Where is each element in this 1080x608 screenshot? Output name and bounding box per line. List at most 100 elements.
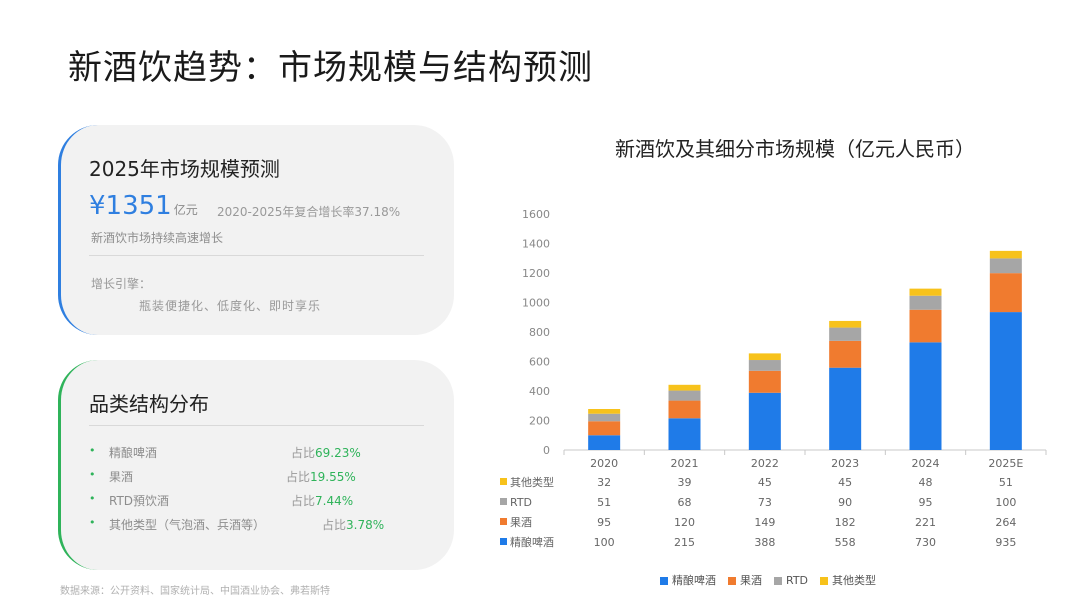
table-legend-swatch (500, 498, 507, 505)
bullet-icon: • (89, 516, 96, 529)
bar-segment (668, 390, 701, 401)
table-cell-value: 935 (995, 536, 1016, 549)
bullet-icon: • (89, 492, 96, 505)
market-size-unit: 亿元 (173, 203, 198, 217)
forecast-card-title: 2025年市场规模预测 (89, 157, 280, 181)
share-percent: 69.23% (315, 446, 361, 460)
table-cell-value: 730 (915, 536, 936, 549)
table-cell-value: 51 (597, 496, 611, 509)
table-cell-value: 120 (674, 516, 695, 529)
table-cell-value: 100 (995, 496, 1016, 509)
growth-driver-text: 瓶装便捷化、低度化、即时享乐 (139, 299, 322, 313)
chart-title: 新酒饮及其细分市场规模（亿元人民币） (615, 137, 975, 161)
legend-label: RTD (786, 574, 809, 587)
legend-item: 精酿啤酒 (660, 572, 716, 588)
table-cell-value: 45 (838, 476, 852, 489)
category-name: 精酿啤酒 (109, 446, 158, 460)
x-tick-label: 2020 (590, 457, 618, 470)
bullet-icon: • (89, 444, 96, 457)
legend-swatch (728, 577, 736, 585)
legend-item: 果酒 (728, 572, 762, 588)
y-tick-label: 1200 (522, 267, 550, 280)
bullet-icon: • (89, 468, 96, 481)
y-tick-label: 200 (529, 415, 550, 428)
legend-label: 其他类型 (832, 574, 877, 587)
table-cell-value: 221 (915, 516, 936, 529)
table-series-name: RTD (510, 496, 532, 509)
market-size-number: ¥1351 (89, 191, 172, 221)
legend-item: 其他类型 (820, 572, 876, 588)
card-divider (89, 255, 424, 256)
stacked-bar-chart: 0 200 400 600 800 1000 1200 1400 1600 2020 2021 202… (500, 208, 1047, 549)
table-cell-value: 95 (597, 516, 611, 529)
bar-segment (668, 400, 701, 419)
table-series-name: 果酒 (510, 516, 532, 529)
y-tick-label: 1000 (522, 297, 550, 310)
bar-segment (588, 413, 621, 422)
table-legend-swatch (500, 518, 507, 525)
table-cell-value: 149 (754, 516, 775, 529)
share-percent: 3.78% (346, 518, 385, 532)
card-divider (89, 425, 424, 426)
legend-item: RTD (774, 574, 808, 587)
bar-segment (668, 384, 701, 391)
share-percent: 19.55% (310, 470, 356, 484)
y-tick-label: 1400 (522, 238, 550, 251)
y-tick-label: 0 (543, 444, 550, 457)
y-tick-label: 1600 (522, 208, 550, 221)
bar-segment (748, 353, 781, 361)
bar-segment (909, 342, 942, 450)
forecast-card: 2025年市场规模预测 ¥1351 亿元 2020-2025年复合增长率37.18… (58, 125, 454, 335)
legend-label: 果酒 (740, 574, 762, 587)
table-cell-value: 100 (594, 536, 615, 549)
table-cell-value: 48 (919, 476, 933, 489)
category-share: 占比69.23% (291, 444, 361, 461)
category-share: 占比3.78% (322, 516, 384, 533)
bar-segment (588, 435, 621, 450)
x-tick-label: 2021 (671, 457, 699, 470)
bar-segment (989, 250, 1022, 259)
legend-swatch (820, 577, 829, 585)
bar-segment (829, 327, 862, 341)
cagr-text: 2020-2025年复合增长率37.18% (217, 205, 401, 219)
bar-segment (989, 312, 1022, 450)
table-cell-value: 264 (995, 516, 1016, 529)
bar-segment (748, 360, 781, 371)
y-tick-label: 400 (529, 385, 550, 398)
bar-segment (588, 421, 621, 436)
legend-label: 精酿啤酒 (672, 574, 716, 587)
x-tick-label: 2025E (988, 457, 1023, 470)
share-prefix: 占比 (291, 446, 316, 460)
share-prefix: 占比 (286, 470, 311, 484)
category-card: 品类结构分布 • 精酿啤酒 占比69.23% • 果酒 占比19.55% • R… (58, 360, 454, 570)
growth-driver-label: 增长引擎： (91, 277, 152, 291)
share-prefix: 占比 (291, 494, 316, 508)
table-legend-swatch (500, 478, 507, 485)
category-share: 占比7.44% (291, 492, 353, 509)
table-cell-value: 182 (835, 516, 856, 529)
table-cell-value: 51 (999, 476, 1013, 489)
bar-segment (748, 392, 781, 450)
category-name: RTD預饮酒 (109, 494, 170, 508)
bar-segment (829, 367, 862, 450)
bar-segment (668, 418, 701, 450)
bar-segment (748, 370, 781, 393)
x-tick-label: 2024 (912, 457, 940, 470)
bar-segment (909, 309, 942, 343)
bar-segment (829, 320, 862, 328)
share-percent: 7.44% (315, 494, 354, 508)
table-cell-value: 388 (754, 536, 775, 549)
table-cell-value: 45 (758, 476, 772, 489)
market-size-value: ¥1351 亿元 (89, 191, 198, 221)
x-tick-label: 2022 (751, 457, 779, 470)
table-series-name: 其他类型 (510, 475, 554, 489)
category-card-title: 品类结构分布 (89, 392, 209, 416)
y-tick-label: 600 (529, 356, 550, 369)
legend-swatch (774, 577, 782, 585)
category-share: 占比19.55% (286, 468, 356, 485)
table-cell-value: 215 (674, 536, 695, 549)
page-title: 新酒饮趋势：市场规模与结构预测 (68, 48, 593, 88)
y-tick-label: 800 (529, 326, 550, 339)
table-cell-value: 68 (678, 496, 692, 509)
bar-segment (588, 408, 621, 414)
